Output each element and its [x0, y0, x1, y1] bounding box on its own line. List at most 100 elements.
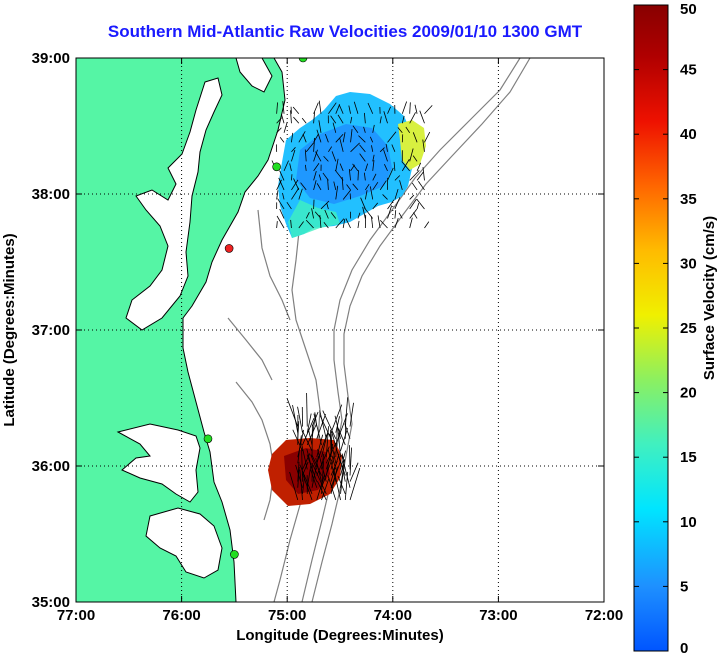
velocity-vector	[360, 197, 366, 210]
velocity-vector	[379, 147, 385, 153]
velocity-vector	[306, 454, 318, 482]
velocity-vector	[380, 220, 388, 229]
velocity-vector	[350, 142, 360, 153]
velocity-vector	[330, 432, 333, 458]
velocity-vector	[339, 163, 344, 172]
velocity-vector	[394, 189, 399, 200]
colorbar-tick-label: 25	[680, 320, 697, 337]
velocity-vector	[324, 209, 329, 219]
velocity-vector	[313, 163, 320, 172]
velocity-vector	[363, 126, 366, 133]
velocity-vector	[372, 202, 379, 210]
velocity-vector	[297, 461, 300, 482]
velocity-vector	[333, 469, 341, 501]
velocity-vector	[409, 217, 413, 229]
velocity-vector	[401, 161, 411, 172]
velocity-vector	[359, 153, 366, 162]
velocity-vector	[372, 173, 377, 181]
velocity-vector	[299, 464, 313, 495]
velocity-vector	[291, 187, 300, 200]
velocity-vector	[316, 434, 328, 464]
velocity-vector	[306, 392, 308, 427]
velocity-vector	[292, 106, 300, 115]
velocity-vector	[326, 202, 329, 210]
y-axis-label: Latitude (Degrees:Minutes)	[1, 233, 18, 426]
velocity-vector	[333, 181, 337, 191]
velocity-vector	[364, 190, 368, 200]
velocity-vector	[379, 180, 387, 191]
velocity-vector	[286, 398, 299, 427]
velocity-vector	[279, 137, 285, 143]
velocity-vector	[283, 160, 289, 172]
velocity-vector	[334, 169, 344, 181]
velocity-vector	[348, 169, 351, 181]
velocity-vector	[302, 473, 313, 501]
velocity-vector	[364, 112, 366, 124]
velocity-vector	[291, 149, 296, 162]
colorbar-tick-label: 10	[680, 514, 697, 531]
colorbar-tick-label: 20	[680, 385, 697, 402]
velocity-vector	[399, 180, 403, 191]
velocity-vector	[328, 146, 333, 153]
velocity-vector	[297, 421, 300, 439]
velocity-vector	[319, 410, 327, 439]
velocity-vector	[305, 142, 314, 153]
velocity-vector	[298, 221, 304, 229]
velocity-vector	[320, 200, 330, 210]
velocity-field-north-slow	[296, 124, 392, 204]
velocity-vector	[325, 426, 329, 458]
velocity-vector	[372, 154, 375, 162]
velocity-vector	[282, 101, 285, 114]
velocity-vector	[335, 423, 338, 458]
velocity-vector	[364, 163, 369, 172]
velocity-vector	[313, 149, 318, 162]
velocity-vector	[286, 201, 292, 210]
velocity-vector	[330, 115, 337, 124]
albemarle-sound	[116, 423, 201, 503]
velocity-vector	[359, 144, 366, 153]
velocity-vector	[301, 448, 303, 482]
velocity-vector	[371, 145, 374, 152]
velocity-vector	[318, 100, 322, 114]
velocity-vector	[369, 136, 374, 143]
colorbar-tick-label: 35	[680, 191, 697, 208]
station-marker	[272, 162, 281, 172]
delaware-bay	[235, 58, 273, 93]
velocity-vector	[300, 182, 307, 191]
velocity-vector	[291, 179, 299, 191]
velocity-vector	[316, 414, 326, 439]
velocity-vector	[352, 125, 359, 134]
velocity-vector	[372, 124, 375, 133]
velocity-vector	[349, 445, 351, 470]
velocity-vector	[414, 104, 418, 114]
velocity-vector	[383, 111, 388, 124]
velocity-vector	[332, 122, 337, 133]
velocity-vector	[327, 449, 337, 482]
velocity-vector	[394, 217, 399, 229]
station-marker	[224, 244, 234, 253]
velocity-vector	[276, 215, 285, 229]
velocity-vector	[299, 469, 303, 501]
velocity-vector	[298, 131, 306, 143]
velocity-vector	[337, 452, 346, 476]
velocity-vector	[323, 155, 329, 162]
velocity-vector	[313, 102, 319, 114]
velocity-vector	[301, 443, 308, 470]
velocity-vector	[276, 190, 279, 200]
velocity-vector	[387, 205, 393, 219]
velocity-vector	[397, 127, 403, 134]
velocity-vector	[337, 475, 346, 495]
velocity-vector	[372, 181, 379, 191]
velocity-vector	[357, 220, 360, 229]
velocity-vector	[369, 186, 374, 200]
velocity-vector	[409, 194, 415, 200]
y-tick-label: 38:00	[32, 186, 70, 203]
velocity-vector	[312, 464, 327, 495]
velocity-vector	[416, 203, 420, 210]
velocity-vector	[362, 206, 366, 219]
velocity-vector	[295, 464, 303, 488]
velocity-vector	[335, 158, 339, 171]
velocity-vector	[279, 208, 285, 219]
velocity-vector	[293, 116, 300, 124]
chart-title: Southern Mid-Atlantic Raw Velocities 200…	[107, 22, 583, 41]
